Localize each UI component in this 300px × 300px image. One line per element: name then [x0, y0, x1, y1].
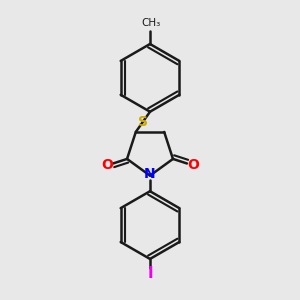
Text: N: N — [144, 167, 156, 181]
Text: S: S — [138, 115, 148, 129]
Text: CH₃: CH₃ — [141, 18, 160, 28]
Text: I: I — [147, 266, 153, 280]
Text: O: O — [187, 158, 199, 172]
Text: O: O — [101, 158, 113, 172]
